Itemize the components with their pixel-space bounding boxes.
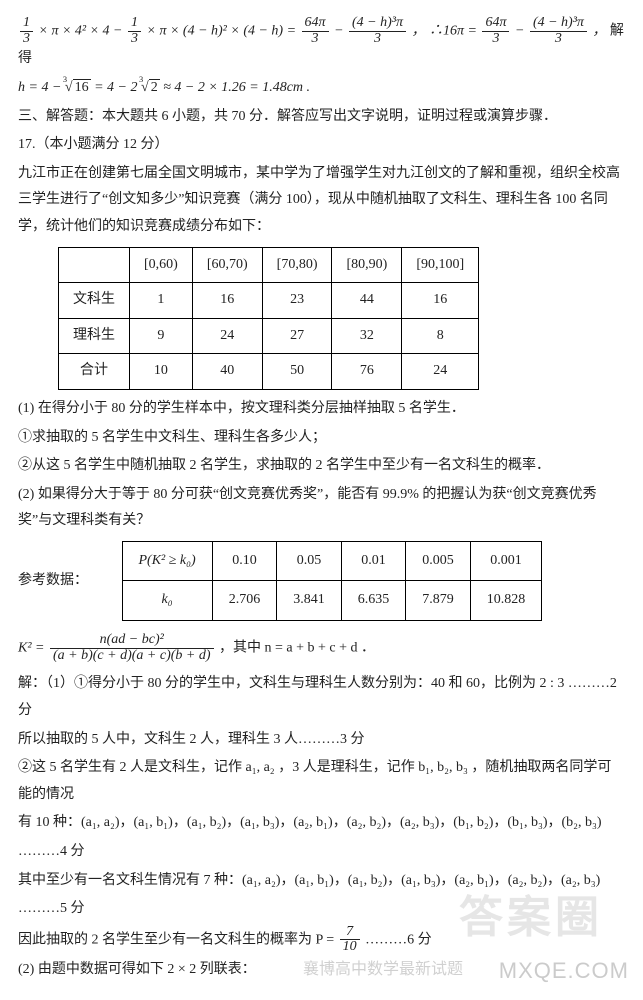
part-2: (2) 如果得分大于等于 80 分可获“创文竞赛优秀奖”，能否有 99.9% 的…	[18, 482, 625, 535]
solution-line: 其中至少有一名文科生情况有 7 种：(a₁, a₂)，(a₁, b₁)，(a₁,…	[18, 868, 625, 895]
question-17-text: 九江市正在创建第七届全国文明城市，某中学为了增强学生对九江创文的了解和重视，组织…	[18, 161, 625, 241]
table-row: 合计1040507624	[59, 354, 479, 390]
solution-line: 所以抽取的 5 人中，文科生 2 人，理科生 3 人………3 分	[18, 727, 625, 754]
reference-label: 参考数据：	[18, 568, 88, 595]
part-1: (1) 在得分小于 80 分的学生样本中，按文理科类分层抽样抽取 5 名学生．	[18, 396, 625, 423]
table-row: P(K² ≥ k₀) 0.10 0.05 0.01 0.005 0.001	[122, 541, 542, 581]
table-row: [0,60) [60,70) [70,80) [80,90) [90,100]	[59, 247, 479, 283]
score-distribution-table: [0,60) [60,70) [70,80) [80,90) [90,100] …	[58, 247, 479, 390]
solution-line: ②这 5 名学生有 2 人是文科生，记作 a₁, a₂ ，3 人是理科生，记作 …	[18, 755, 625, 808]
chi-square-table: P(K² ≥ k₀) 0.10 0.05 0.01 0.005 0.001 k₀…	[122, 541, 543, 621]
k2-formula: K² = n(ad − bc)² (a + b)(c + d)(a + c)(b…	[18, 633, 625, 663]
table-row: 文科生116234416	[59, 283, 479, 319]
equation-1: 13 × π × 4² × 4 − 13 × π × (4 − h)² × (4…	[18, 16, 625, 73]
reference-data-block: 参考数据： P(K² ≥ k₀) 0.10 0.05 0.01 0.005 0.…	[18, 537, 625, 625]
probability-line: 因此抽取的 2 名学生至少有一名文科生的概率为 P = 710 ………6 分	[18, 925, 625, 955]
solution-line: 有 10 种：(a₁, a₂)，(a₁, b₁)，(a₁, b₂)，(a₁, b…	[18, 810, 625, 837]
table-row: k₀ 2.706 3.841 6.635 7.879 10.828	[122, 581, 542, 621]
table-row: 理科生92427328	[59, 318, 479, 354]
solution-line: ………5 分	[18, 896, 625, 923]
part-1a: ①求抽取的 5 名学生中文科生、理科生各多少人；	[18, 425, 625, 452]
solution-line: 解：（1）①得分小于 80 分的学生中，文科生与理科生人数分别为：40 和 60…	[18, 671, 625, 724]
solution-line: ………4 分	[18, 839, 625, 866]
solution-line: (2) 由题中数据可得如下 2 × 2 列联表：	[18, 957, 625, 984]
part-1b: ②从这 5 名学生中随机抽取 2 名学生，求抽取的 2 名学生中至少有一名文科生…	[18, 453, 625, 480]
question-17-heading: 17.（本小题满分 12 分）	[18, 132, 625, 159]
equation-2: h = 4 − 3√16 = 4 − 2 3√2 ≈ 4 − 2 × 1.26 …	[18, 75, 625, 102]
section-3-heading: 三、解答题：本大题共 6 小题，共 70 分．解答应写出文字说明，证明过程或演算…	[18, 104, 625, 131]
